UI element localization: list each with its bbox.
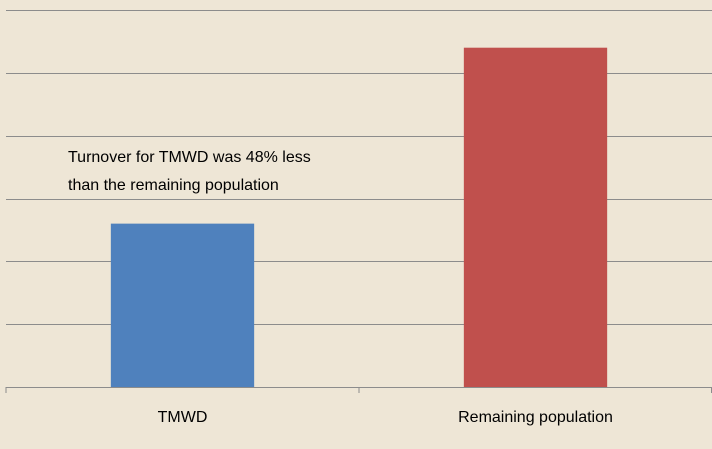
x-tick-label: Remaining population bbox=[458, 409, 613, 426]
bar bbox=[463, 47, 608, 387]
bar bbox=[110, 223, 255, 387]
annotation: than the remaining population bbox=[68, 177, 279, 194]
annotation: Turnover for TMWD was 48% less bbox=[68, 149, 311, 166]
x-tick-label: TMWD bbox=[158, 409, 208, 426]
